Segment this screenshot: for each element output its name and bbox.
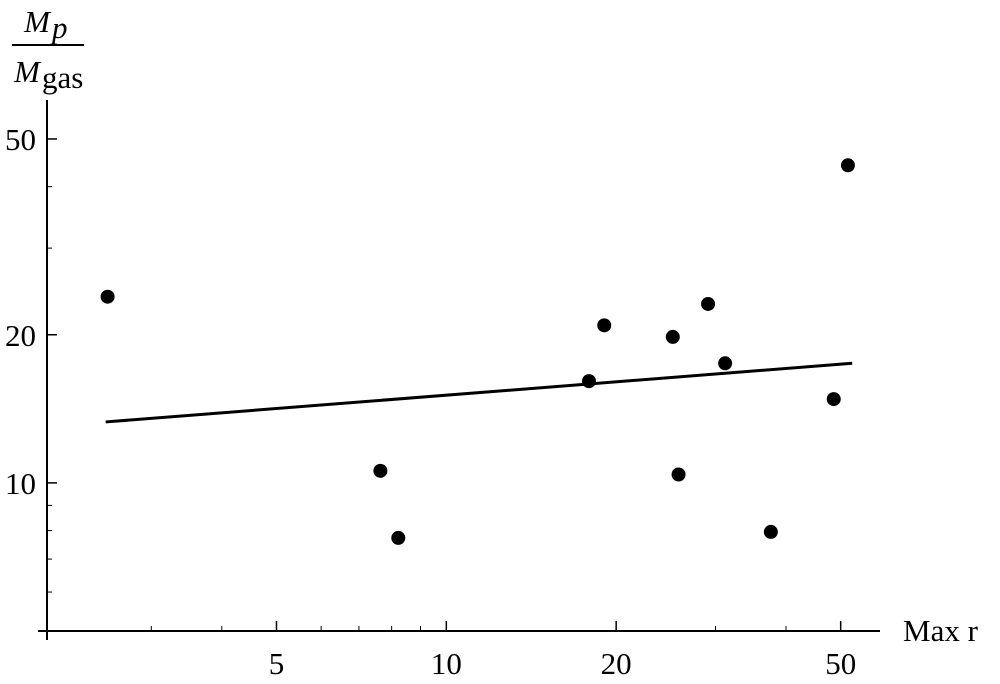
- y-tick-label: 20: [5, 318, 36, 353]
- data-point: [718, 356, 733, 371]
- data-point: [826, 392, 841, 407]
- data-point: [100, 289, 115, 304]
- data-point: [391, 530, 406, 545]
- fit-line: [105, 361, 853, 424]
- y-tick-label: 10: [5, 466, 36, 501]
- data-point: [671, 467, 686, 482]
- y-label-denominator-sub: gas: [42, 60, 83, 95]
- data-point: [581, 374, 596, 389]
- y-axis-label: M p M gas: [12, 4, 84, 95]
- x-tick-label: 50: [825, 646, 856, 681]
- data-point: [373, 463, 388, 478]
- data-point: [701, 296, 716, 311]
- data-point: [763, 524, 778, 539]
- y-tick-label: 50: [5, 122, 36, 157]
- x-tick-label: 20: [601, 646, 632, 681]
- data-point: [597, 318, 612, 333]
- y-label-numerator-sub: p: [50, 10, 68, 45]
- y-label-denominator: M: [13, 54, 42, 89]
- data-point: [840, 158, 855, 173]
- x-axis-label: Max r: [903, 613, 979, 648]
- y-label-numerator: M: [23, 4, 52, 39]
- x-tick-label: 10: [431, 646, 462, 681]
- data-point: [665, 329, 680, 344]
- x-tick-label: 5: [269, 646, 285, 681]
